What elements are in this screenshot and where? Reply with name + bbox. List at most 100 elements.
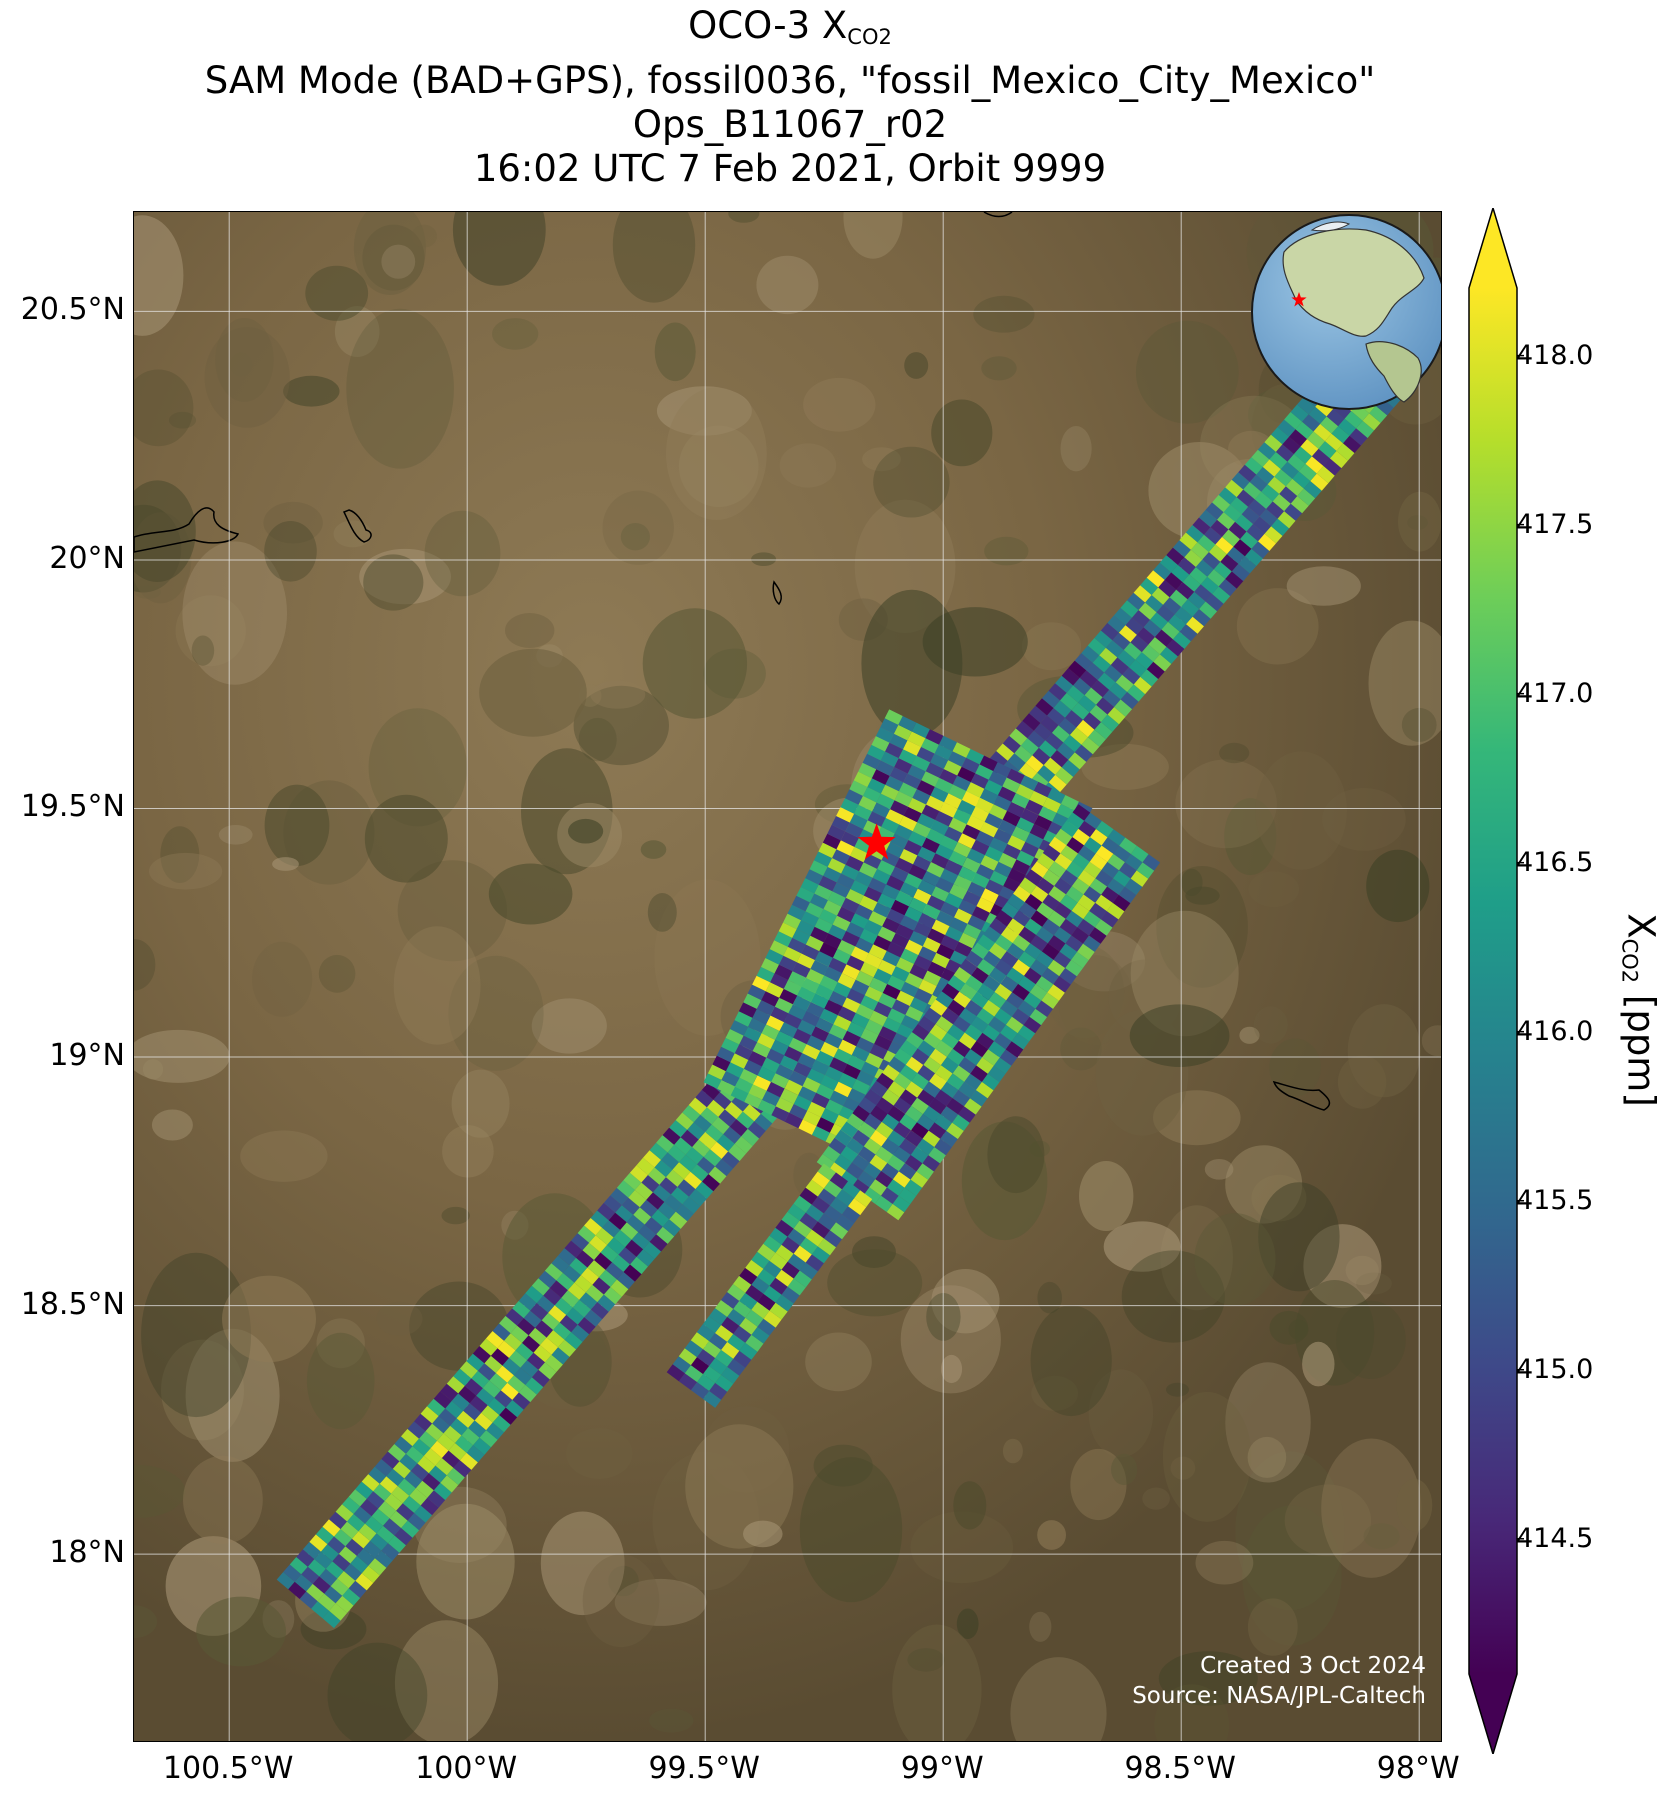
sounding-cell xyxy=(964,1073,982,1090)
sounding-cell xyxy=(1011,793,1030,809)
sounding-cell xyxy=(373,1483,392,1501)
sounding-cell xyxy=(880,718,899,734)
sounding-cell xyxy=(1290,404,1309,422)
sounding-cell xyxy=(877,926,896,942)
sounding-cell xyxy=(1024,918,1043,935)
sounding-cell xyxy=(769,1277,788,1295)
sounding-cell xyxy=(842,997,861,1013)
sounding-cell xyxy=(771,1073,789,1089)
sounding-cell xyxy=(837,973,856,989)
sounding-cell xyxy=(893,1122,911,1139)
sounding-cell xyxy=(855,937,874,954)
sounding-cell xyxy=(389,1510,408,1528)
sounding-cell xyxy=(590,1302,609,1320)
sounding-cell xyxy=(1109,682,1128,700)
sounding-cell xyxy=(935,877,954,893)
sounding-cell xyxy=(783,980,802,996)
sounding-cell xyxy=(958,1106,976,1123)
title-product-name: OCO-3 X xyxy=(688,4,848,47)
sounding-cell xyxy=(917,1089,935,1106)
sounding-cell xyxy=(513,1367,532,1385)
map-panel[interactable]: Created 3 Oct 2024 Source: NASA/JPL-Calt… xyxy=(133,211,1442,1742)
sounding-cell xyxy=(867,778,886,794)
sounding-cell xyxy=(944,892,963,909)
sounding-cell xyxy=(766,1048,785,1065)
sounding-cell xyxy=(697,1156,715,1174)
sounding-cell xyxy=(1187,591,1206,609)
sounding-cell xyxy=(1020,841,1039,858)
sounding-cell xyxy=(835,1189,855,1207)
sounding-cell xyxy=(847,1055,866,1071)
sounding-cell xyxy=(335,1595,354,1613)
sounding-cell xyxy=(965,999,983,1017)
sounding-cell xyxy=(1318,441,1337,459)
terrain-patch xyxy=(892,1624,982,1741)
sounding-cell xyxy=(1349,428,1368,446)
sounding-cell xyxy=(711,1116,730,1135)
sounding-cell xyxy=(383,1518,402,1536)
sounding-cell xyxy=(616,1180,635,1198)
sounding-cell xyxy=(953,875,972,891)
sounding-cell xyxy=(1048,885,1066,903)
sounding-cell xyxy=(888,1056,906,1073)
sounding-cell xyxy=(1259,508,1278,527)
terrain-patch xyxy=(1060,1027,1102,1071)
sounding-cell xyxy=(971,872,990,889)
sounding-cell xyxy=(505,1399,524,1418)
sounding-cell xyxy=(386,1468,405,1486)
terrain-patch xyxy=(861,589,963,738)
sounding-cell xyxy=(330,1578,349,1596)
sounding-cell xyxy=(1161,621,1180,640)
sounding-cell xyxy=(702,1316,722,1333)
sounding-cell xyxy=(899,882,918,898)
sounding-cell xyxy=(926,828,945,845)
sounding-cell xyxy=(702,1174,720,1192)
globe-star-icon xyxy=(1291,292,1307,307)
sounding-cell xyxy=(1017,1025,1036,1042)
sounding-cell xyxy=(1298,463,1317,481)
terrain-patch xyxy=(751,552,777,566)
sounding-cell xyxy=(811,1246,830,1264)
map-canvas[interactable]: Created 3 Oct 2024 Source: NASA/JPL-Calt… xyxy=(134,212,1442,1742)
sounding-cell xyxy=(847,1088,866,1104)
sounding-cell xyxy=(569,1257,588,1276)
sounding-cell xyxy=(685,1147,704,1165)
sounding-cell xyxy=(1177,557,1196,575)
sounding-cell xyxy=(934,1114,953,1131)
sounding-cell xyxy=(1254,491,1273,509)
sounding-cell xyxy=(1081,737,1100,755)
sounding-cell xyxy=(1212,494,1231,513)
sounding-cell xyxy=(345,1538,364,1556)
sounding-cell xyxy=(891,966,910,982)
sounding-cell xyxy=(792,995,811,1011)
sounding-cell xyxy=(921,837,940,854)
sounding-cell xyxy=(706,1099,725,1117)
sounding-cell xyxy=(858,1121,876,1139)
terrain-patch xyxy=(931,1269,1000,1334)
sounding-cell xyxy=(745,1259,764,1277)
sounding-cell xyxy=(1185,525,1204,543)
terrain-patch xyxy=(134,939,156,991)
sounding-cell xyxy=(958,899,977,915)
sounding-cell xyxy=(962,857,981,873)
sounding-cell xyxy=(1060,869,1078,887)
star-icon xyxy=(857,823,896,860)
sounding-cell xyxy=(930,819,949,836)
sounding-cell xyxy=(784,1046,803,1062)
sounding-cell xyxy=(976,1008,995,1025)
terrain-patch xyxy=(647,893,677,932)
sounding-cell xyxy=(1222,529,1240,547)
sounding-cell xyxy=(1066,685,1085,703)
sounding-cell xyxy=(894,824,913,840)
sounding-cell xyxy=(1065,959,1083,977)
sounding-cell xyxy=(828,924,847,940)
sounding-cell xyxy=(437,1433,455,1451)
sounding-cell xyxy=(904,906,923,922)
sounding-cell xyxy=(820,1108,839,1124)
sounding-cell xyxy=(1007,835,1026,851)
sounding-cell xyxy=(1061,759,1080,777)
sounding-cell xyxy=(792,962,811,978)
sounding-cell xyxy=(1000,951,1019,968)
sounding-cell xyxy=(815,1050,834,1067)
sounding-cell xyxy=(752,1042,771,1058)
